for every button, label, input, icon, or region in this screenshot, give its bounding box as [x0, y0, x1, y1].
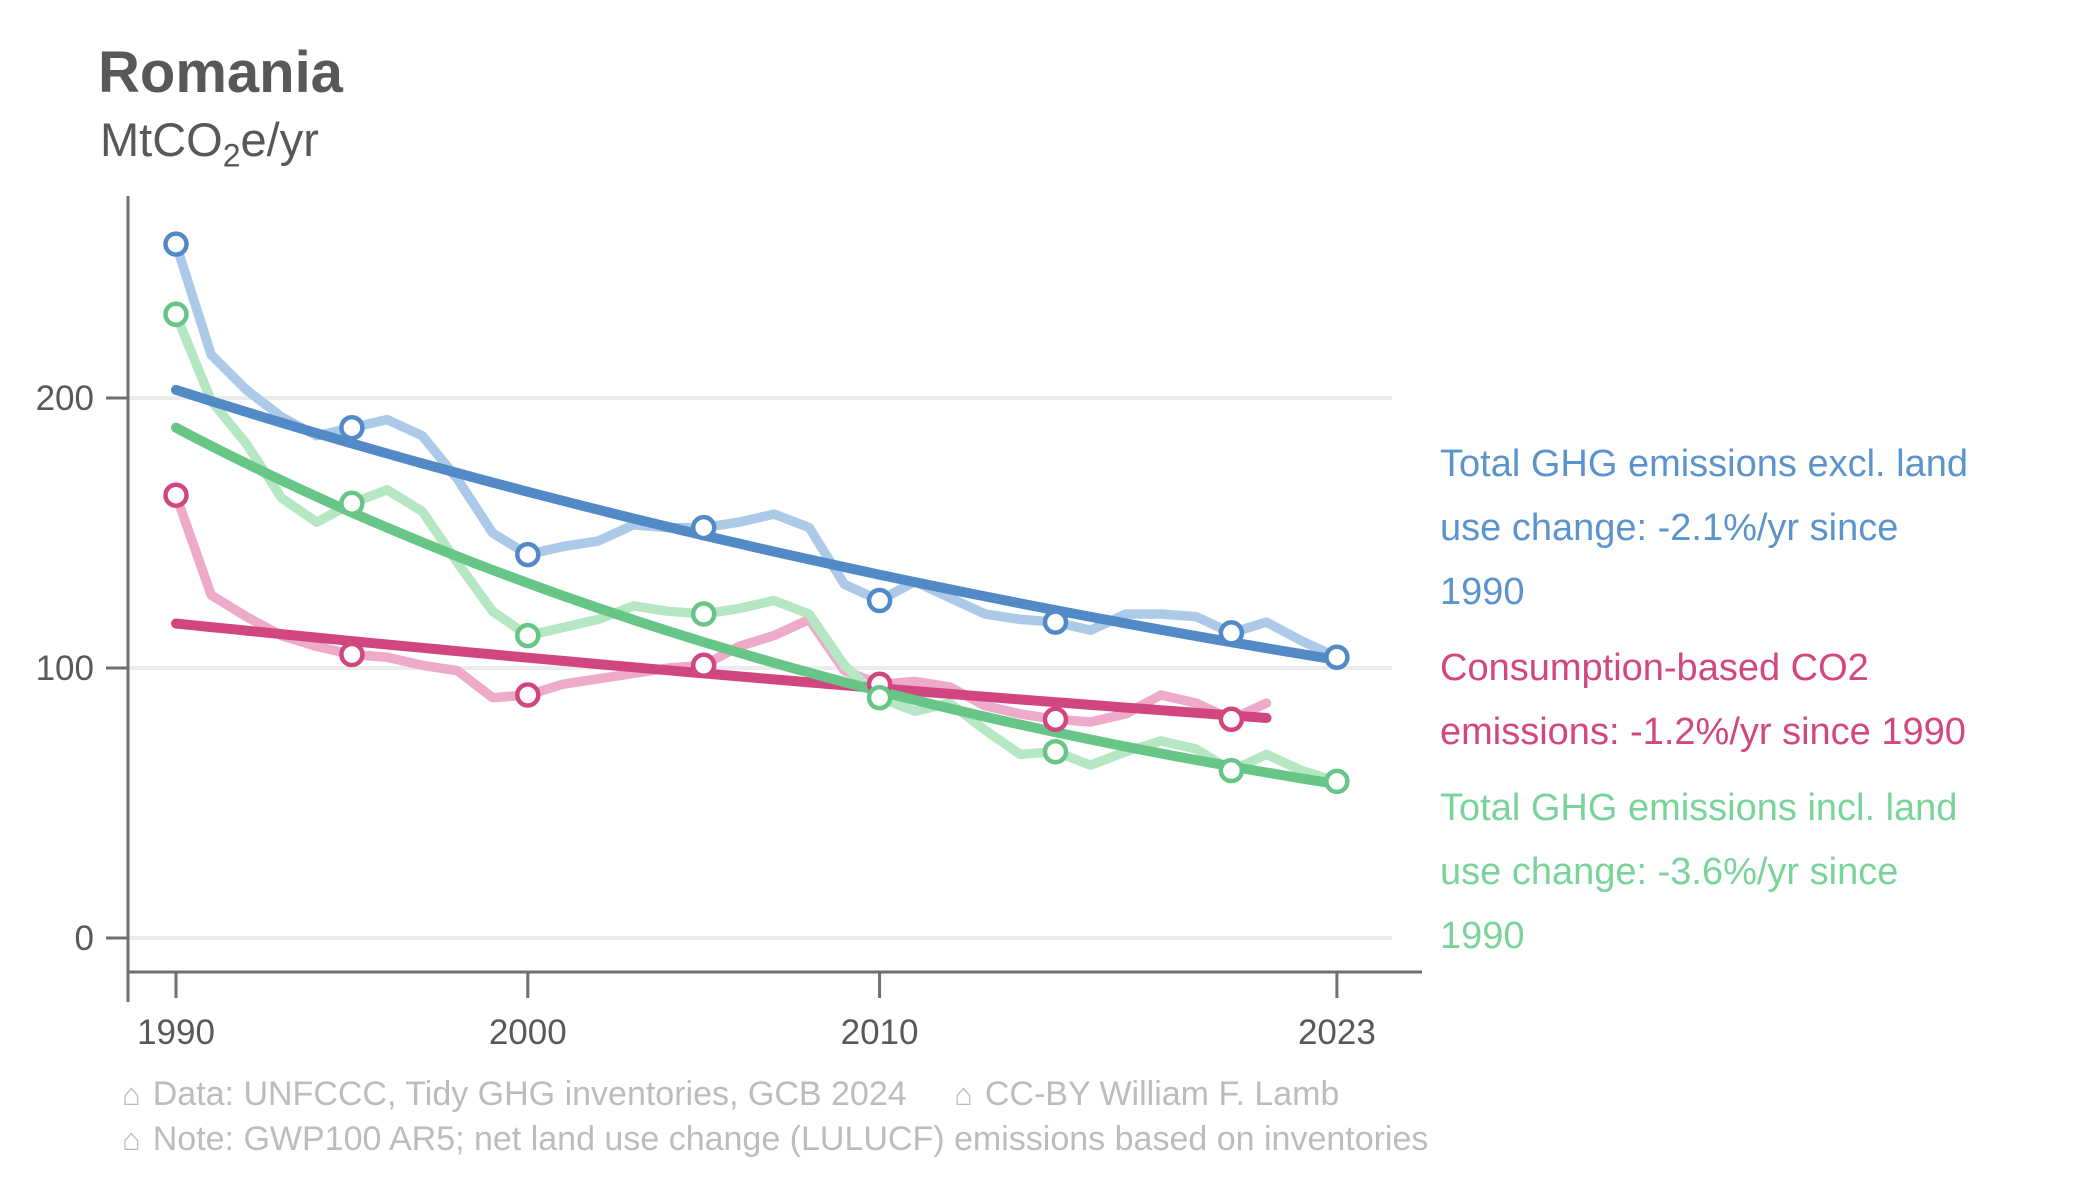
- footnote-line-2: ⌂ Note: GWP100 AR5; net land use change (…: [122, 1117, 1428, 1162]
- legend-text: Consumption-based CO2: [1440, 647, 1869, 689]
- marker-ghg-excl-luc: [1218, 620, 1245, 646]
- footnote-text: CC-BY William F. Lamb: [984, 1075, 1340, 1113]
- footnote-text: Data: UNFCCC, Tidy GHG inventories, GCB …: [152, 1075, 907, 1113]
- footnote-segment: ⌂ Data: UNFCCC, Tidy GHG inventories, GCB…: [122, 1075, 907, 1113]
- marker-ghg-incl-luc: [515, 622, 541, 649]
- unit-subscript: 2: [222, 137, 241, 174]
- legend-text: use change: -3.6%/yr since: [1440, 851, 1899, 893]
- y-tick-label: 200: [36, 379, 94, 418]
- footnote-segment: ⌂ CC-BY William F. Lamb: [954, 1075, 1339, 1113]
- marker-ghg-excl-luc: [339, 414, 365, 441]
- marker-ghg-excl-luc: [866, 587, 893, 614]
- x-tick-label: 2023: [1298, 1013, 1376, 1052]
- x-tick-label: 2010: [841, 1013, 919, 1052]
- marker-ghg-excl-luc: [515, 541, 541, 568]
- legend-item-total-incl-luc: Total GHG emissions incl. land use chang…: [1440, 776, 2100, 968]
- legend-text: use change: -2.1%/yr since: [1440, 507, 1899, 549]
- chart-title: Romania: [98, 40, 343, 105]
- y-tick-label: 0: [75, 919, 94, 958]
- marker-ghg-incl-luc: [339, 490, 365, 517]
- marker-ghg-incl-luc: [1324, 768, 1350, 795]
- chart-unit-label: MtCO2e/yr: [100, 116, 319, 171]
- marker-consumption-co2: [515, 682, 541, 708]
- y-tick-label: 100: [36, 649, 94, 688]
- marker-consumption-co2: [163, 482, 189, 508]
- marker-ghg-incl-luc: [866, 684, 893, 711]
- marker-ghg-incl-luc: [1218, 757, 1245, 784]
- unit-text: e/yr: [240, 113, 319, 166]
- marker-ghg-excl-luc: [690, 514, 717, 541]
- trend-line-ghg-excl-luc: [171, 384, 1342, 665]
- house-icon: ⌂: [122, 1077, 141, 1112]
- legend-text: Total GHG emissions incl. land: [1440, 787, 1958, 829]
- x-tick-label: 2000: [489, 1013, 567, 1052]
- trend-line-consumption-co2: [171, 618, 1272, 723]
- marker-ghg-incl-luc: [690, 601, 717, 627]
- marker-consumption-co2: [339, 641, 365, 668]
- footnote-text: Note: GWP100 AR5; net land use change (L…: [152, 1120, 1429, 1158]
- footnote-segment: ⌂ Note: GWP100 AR5; net land use change (…: [122, 1120, 1428, 1158]
- marker-ghg-incl-luc: [163, 301, 189, 328]
- legend-text: Total GHG emissions excl. land: [1440, 443, 1968, 485]
- legend-text: emissions: -1.2%/yr since 1990: [1440, 711, 1966, 753]
- marker-ghg-excl-luc: [1324, 644, 1350, 670]
- marker-ghg-excl-luc: [1042, 609, 1069, 635]
- x-tick-label: 1990: [137, 1013, 215, 1052]
- marker-ghg-incl-luc: [1042, 738, 1069, 765]
- chart-footnotes: ⌂ Data: UNFCCC, Tidy GHG inventories, GCB…: [122, 1072, 1428, 1162]
- trend-line-ghg-incl-luc: [171, 422, 1342, 790]
- legend-item-consumption-co2: Consumption-based CO2 emissions: -1.2%/y…: [1440, 636, 2100, 764]
- marker-consumption-co2: [1042, 706, 1069, 733]
- marker-ghg-excl-luc: [163, 231, 189, 257]
- marker-consumption-co2: [690, 652, 717, 679]
- house-icon: ⌂: [954, 1077, 973, 1112]
- legend-item-total-excl-luc: Total GHG emissions excl. land use chang…: [1440, 432, 2100, 624]
- legend-text: 1990: [1440, 915, 1525, 957]
- house-icon: ⌂: [122, 1122, 141, 1157]
- annual-line-ghg-excl-luc: [171, 239, 1342, 662]
- legend-text: 1990: [1440, 571, 1525, 613]
- unit-text: MtCO: [100, 113, 223, 166]
- marker-consumption-co2: [1218, 706, 1245, 733]
- chart-legend: Total GHG emissions excl. land use chang…: [1440, 432, 2100, 980]
- footnote-line-1: ⌂ Data: UNFCCC, Tidy GHG inventories, GCB…: [122, 1072, 1428, 1117]
